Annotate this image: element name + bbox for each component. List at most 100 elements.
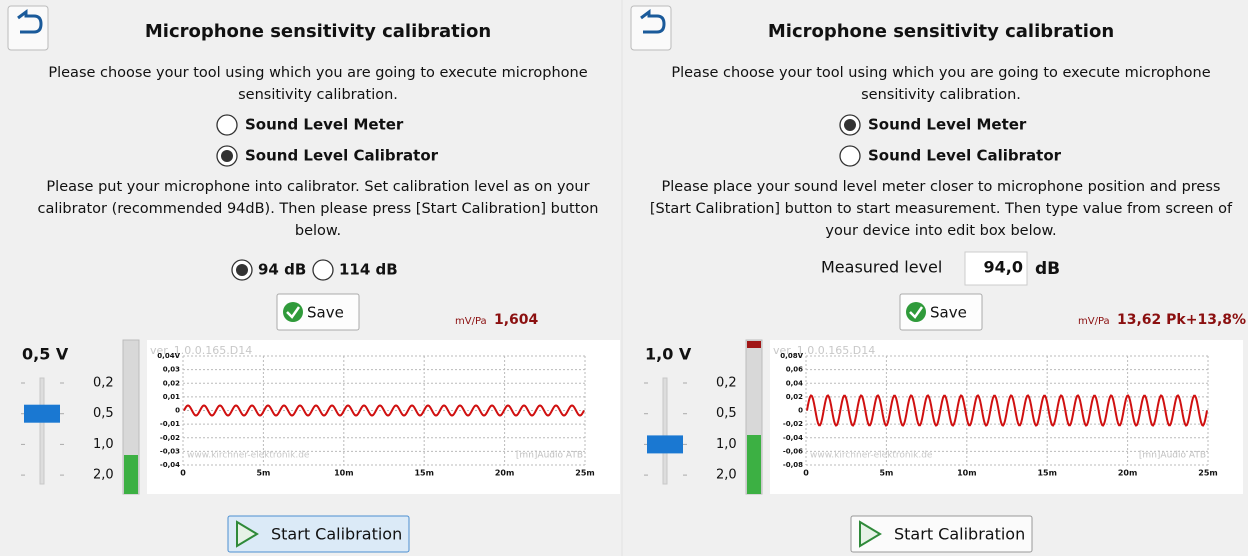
scope-y-tick: -0,04 [160,461,180,469]
scope-y-tick: 0,04 [786,379,803,387]
gain-label: 2,0 [93,468,114,483]
radio-circle [312,259,334,281]
level-meter-fill [124,455,138,494]
check-mark [286,306,301,319]
radio-label: Sound Level Calibrator [245,147,439,165]
title: Microphone sensitivity calibration [145,21,491,42]
save-button[interactable]: Save [276,293,360,331]
watermark: www.kirchner-elektronik.de [810,451,933,461]
scope-y-tick: 0 [175,407,180,415]
scope-y-tick: 0,04V [157,352,180,360]
scope-y-tick: 0,06 [786,366,803,374]
scope-x-tick: 10m [957,469,976,478]
scope-y-tick: -0,08 [783,461,803,469]
radio-label: Sound Level Meter [868,116,1027,134]
intro-text: Please choose your tool using which you … [48,65,587,81]
panel: Microphone sensitivity calibration Please… [7,5,620,553]
scope-x-tick: 25m [1198,469,1217,478]
scope-x-tick: 5m [879,469,893,478]
intro-text: Please choose your tool using which you … [671,65,1210,81]
check-icon [906,302,926,322]
slider-track [662,377,668,485]
scope-x-tick: 0 [803,469,809,478]
save-label: Save [307,304,344,322]
level-radio[interactable]: 114 dB [312,259,398,281]
level-meter-fill [747,435,761,494]
panel: Microphone sensitivity calibration Please… [630,5,1246,553]
scope-y-tick: -0,02 [783,420,803,428]
waveform [183,404,585,417]
scope-x-tick: 15m [1037,469,1056,478]
tool-radio[interactable]: Sound Level Calibrator [839,145,1062,167]
gain-label: 0,5 [716,406,737,421]
sensitivity-unit: mV/Pa [1078,316,1110,327]
slider-track [39,377,45,485]
measured-unit: dB [1035,259,1060,279]
slider-thumb[interactable] [24,404,60,423]
instruction-text: Please put your microphone into calibrat… [46,179,589,195]
instruction-text: your device into edit box below. [825,223,1056,239]
slider-thumb[interactable] [647,435,683,454]
sensitivity-value: 1,604 [494,312,539,328]
gain-label: 1,0 [93,437,114,452]
back-button[interactable] [630,5,672,51]
scope-x-tick: 20m [495,469,514,478]
scope-y-tick: -0,03 [160,447,180,455]
level-radio[interactable]: 94 dB [231,259,306,281]
radio-label: Sound Level Meter [245,116,404,134]
sensitivity-unit: mV/Pa [455,316,487,327]
scope-y-tick: -0,04 [783,434,803,442]
version-text: ver. 1.0.0.165.D14 [773,344,875,357]
scope-y-tick: 0 [798,407,803,415]
instruction-text: [Start Calibration] button to start meas… [650,201,1233,217]
start-button[interactable]: Start Calibration [850,515,1033,553]
brand: [mn]Audio ATB [516,451,583,461]
scope-y-tick: -0,02 [160,434,180,442]
measured-input[interactable] [964,251,1028,286]
scope-y-tick: 0,02 [786,393,803,401]
tool-radio[interactable]: Sound Level Meter [839,114,1027,136]
scope-x-tick: 0 [180,469,186,478]
title: Microphone sensitivity calibration [768,21,1114,42]
gain-label: 0,5 [93,406,114,421]
measured-label: Measured level [821,258,942,277]
instruction-text: below. [295,223,341,239]
tool-radio[interactable]: Sound Level Calibrator [216,145,439,167]
radio-label: 114 dB [339,261,398,279]
radio-label: Sound Level Calibrator [868,147,1062,165]
scope-y-tick: 0,08V [780,352,803,360]
version-text: ver. 1.0.0.165.D14 [150,344,252,357]
radio-circle [216,114,238,136]
intro-text: sensitivity calibration. [238,87,398,103]
check-icon [283,302,303,322]
save-button-frame [276,293,360,331]
scope-y-tick: 0,02 [163,379,180,387]
scope-y-tick: 0,01 [163,393,180,401]
intro-text: sensitivity calibration. [861,87,1021,103]
check-mark [909,306,924,319]
measured-value: 94,0 [984,258,1023,277]
voltage-label: 1,0 V [645,345,692,364]
gain-label: 2,0 [716,468,737,483]
back-button[interactable] [7,5,49,51]
watermark: www.kirchner-elektronik.de [187,451,310,461]
radio-dot [221,150,233,162]
gain-label: 0,2 [93,376,114,391]
save-button-frame [899,293,983,331]
waveform [806,394,1208,427]
save-button[interactable]: Save [899,293,983,331]
radio-dot [844,119,856,131]
play-icon [236,520,259,548]
back-arrow-icon [17,9,43,34]
instruction-text: Please place your sound level meter clos… [662,179,1221,195]
tool-radio[interactable]: Sound Level Meter [216,114,404,136]
radio-label: 94 dB [258,261,306,279]
start-button[interactable]: Start Calibration [227,515,410,553]
radio-dot [236,264,248,276]
start-button-frame [850,515,1033,553]
scope-x-tick: 20m [1118,469,1137,478]
sensitivity-value: 13,62 Pk+13,8% [1117,312,1246,328]
gain-label: 1,0 [716,437,737,452]
scope-x-tick: 15m [414,469,433,478]
